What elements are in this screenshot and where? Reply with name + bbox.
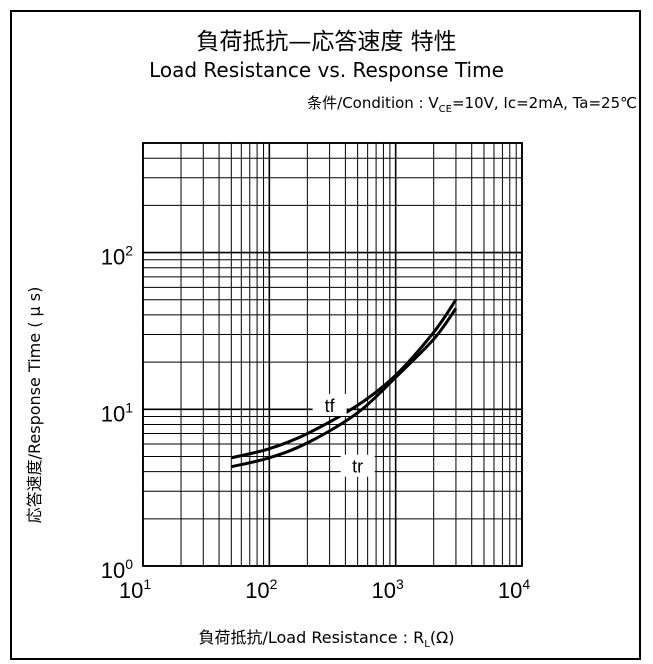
x-axis-label-unit: (Ω) bbox=[429, 628, 455, 647]
series-label-background bbox=[340, 454, 375, 477]
condition-rest: =10V, Ic=2mA, Ta=25℃ bbox=[451, 94, 637, 112]
plot-border bbox=[142, 142, 523, 567]
x-axis-label-subscript: L bbox=[424, 639, 430, 651]
condition-prefix: 条件/Condition : V bbox=[307, 94, 439, 112]
series-line-tf bbox=[230, 298, 458, 460]
series-label-tf: tf bbox=[325, 396, 336, 416]
y-tick-label: 101 bbox=[101, 399, 133, 426]
x-tick-label: 104 bbox=[498, 576, 530, 603]
chart-subtitle: Load Resistance vs. Response Time bbox=[149, 58, 504, 82]
chart-title: 負荷抵抗—応答速度 特性 bbox=[196, 29, 457, 55]
series-line-tr bbox=[230, 307, 458, 469]
test-condition: 条件/Condition : VCE=10V, Ic=2mA, Ta=25℃ bbox=[307, 92, 637, 115]
chart-frame bbox=[10, 10, 641, 660]
condition-subscript: CE bbox=[438, 104, 452, 115]
x-tick-label: 103 bbox=[372, 576, 404, 603]
y-tick-label: 102 bbox=[101, 243, 133, 270]
x-axis-label: 負荷抵抗/Load Resistance : RL(Ω) bbox=[0, 624, 653, 650]
series-label-tr: tr bbox=[352, 457, 363, 477]
series-label-background bbox=[312, 393, 347, 416]
x-tick-label: 102 bbox=[245, 576, 277, 603]
x-tick-label: 101 bbox=[119, 576, 151, 603]
x-axis-label-main: 負荷抵抗/Load Resistance : R bbox=[198, 628, 425, 647]
y-axis-label: 応答速度/Response Time ( μ s) bbox=[25, 286, 44, 524]
y-tick-label: 100 bbox=[101, 556, 133, 583]
